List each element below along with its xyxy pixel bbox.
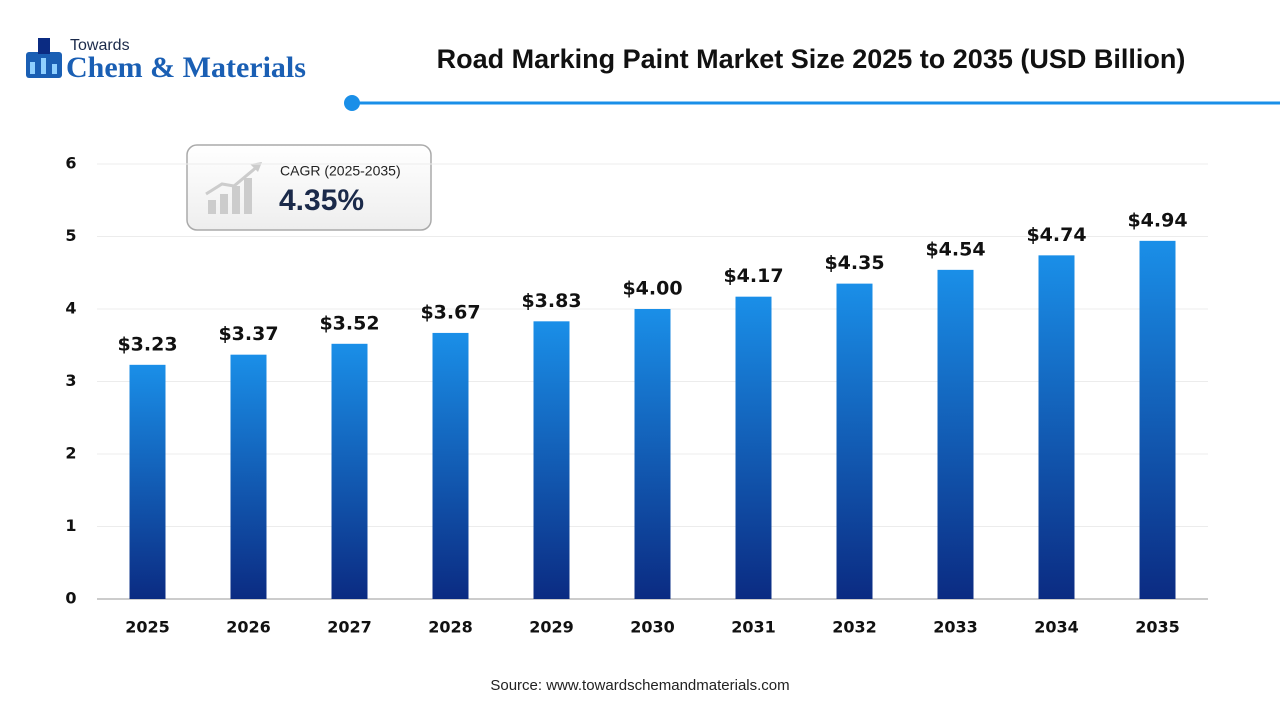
value-label: $4.35: [824, 252, 884, 274]
bar: [129, 364, 166, 599]
y-tick-label: 1: [65, 516, 76, 535]
x-tick-label: 2035: [1135, 618, 1180, 637]
value-label: $3.83: [521, 290, 581, 312]
y-tick-label: 2: [65, 444, 76, 463]
x-tick-label: 2034: [1034, 618, 1079, 637]
cagr-label: CAGR (2025-2035): [280, 163, 401, 179]
y-tick-label: 0: [65, 589, 76, 608]
logo: Towards Chem & Materials: [26, 37, 306, 84]
y-tick-label: 6: [65, 154, 76, 173]
title-rule-dot: [344, 95, 360, 111]
bar: [1038, 255, 1075, 599]
x-tick-label: 2031: [731, 618, 776, 637]
x-tick-label: 2033: [933, 618, 978, 637]
x-tick-label: 2029: [529, 618, 574, 637]
logo-main: Chem & Materials: [66, 51, 306, 84]
value-label: $3.37: [218, 323, 278, 345]
y-tick-label: 3: [65, 371, 76, 390]
x-tick-label: 2032: [832, 618, 877, 637]
bar: [432, 332, 469, 599]
value-label: $3.52: [319, 312, 379, 334]
bar: [331, 343, 368, 599]
value-label: $3.23: [117, 333, 177, 355]
bar: [533, 321, 570, 599]
y-tick-label: 4: [65, 299, 76, 318]
value-label: $4.00: [622, 278, 682, 300]
bar: [735, 296, 772, 599]
x-tick-label: 2027: [327, 618, 372, 637]
cagr-box: CAGR (2025-2035) 4.35%: [186, 144, 432, 231]
bar: [836, 283, 873, 599]
bar: [634, 309, 671, 599]
cagr-value: 4.35%: [279, 184, 364, 217]
value-label: $4.17: [723, 265, 783, 287]
x-tick-label: 2028: [428, 618, 473, 637]
chart-title: Road Marking Paint Market Size 2025 to 2…: [437, 44, 1186, 74]
bar: [1139, 240, 1176, 599]
value-label: $4.54: [925, 238, 985, 260]
value-label: $4.94: [1127, 209, 1187, 231]
bar: [937, 269, 974, 599]
source: Source: www.towardschemandmaterials.com: [490, 677, 789, 694]
bar: [230, 354, 267, 599]
x-tick-label: 2030: [630, 618, 675, 637]
value-label: $4.74: [1026, 224, 1086, 246]
value-label: $3.67: [420, 301, 480, 323]
x-tick-label: 2026: [226, 618, 271, 637]
logo-top: Towards: [70, 37, 130, 54]
x-tick-label: 2025: [125, 618, 170, 637]
y-tick-label: 5: [65, 226, 76, 245]
